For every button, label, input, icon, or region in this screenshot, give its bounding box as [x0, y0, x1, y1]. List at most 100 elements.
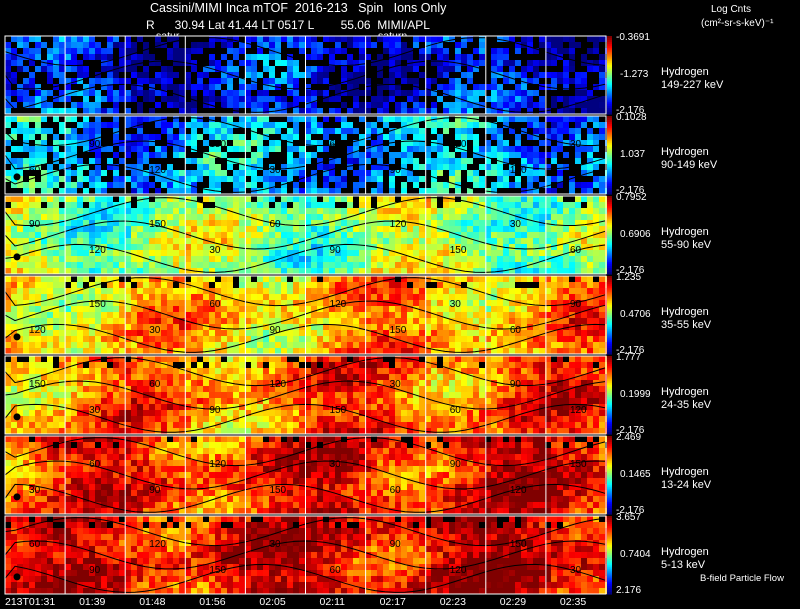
- heatmap-cell: [599, 356, 605, 362]
- heatmap-cell: [197, 208, 203, 214]
- heatmap-cell: [179, 128, 185, 134]
- heatmap-cell: [185, 158, 191, 164]
- heatmap-cell: [65, 244, 71, 250]
- heatmap-cell: [509, 250, 515, 256]
- heatmap-cell: [215, 312, 221, 318]
- heatmap-cell: [233, 196, 239, 202]
- heatmap-cell: [335, 362, 341, 368]
- heatmap-cell: [407, 108, 413, 114]
- heatmap-cell: [299, 48, 305, 54]
- heatmap-cell: [599, 256, 605, 262]
- heatmap-cell: [593, 324, 599, 330]
- heatmap-cell: [521, 312, 527, 318]
- heatmap-cell: [491, 208, 497, 214]
- heatmap-cell: [53, 170, 59, 176]
- heatmap-cell: [389, 232, 395, 238]
- heatmap-cell: [41, 262, 47, 268]
- heatmap-cell: [533, 226, 539, 232]
- heatmap-cell: [533, 214, 539, 220]
- heatmap-cell: [593, 146, 599, 152]
- heatmap-cell: [503, 214, 509, 220]
- heatmap-cell: [443, 116, 449, 122]
- heatmap-cell: [131, 60, 137, 66]
- heatmap-cell: [515, 90, 521, 96]
- heatmap-cell: [89, 324, 95, 330]
- heatmap-cell: [215, 128, 221, 134]
- heatmap-cell: [479, 356, 485, 362]
- heatmap-cell: [107, 244, 113, 250]
- heatmap-cell: [149, 380, 155, 386]
- heatmap-cell: [587, 324, 593, 330]
- heatmap-cell: [569, 108, 575, 114]
- saturn-marker: [13, 253, 21, 261]
- heatmap-cell: [509, 232, 515, 238]
- heatmap-cell: [455, 122, 461, 128]
- heatmap-cell: [125, 90, 131, 96]
- heatmap-cell: [449, 176, 455, 182]
- heatmap-cell: [401, 318, 407, 324]
- heatmap-cell: [365, 288, 371, 294]
- heatmap-cell: [239, 250, 245, 256]
- heatmap-cell: [251, 368, 257, 374]
- heatmap-cell: [239, 90, 245, 96]
- heatmap-cell: [77, 78, 83, 84]
- energy-panel: [4, 35, 612, 115]
- heatmap-cell: [347, 122, 353, 128]
- heatmap-cell: [413, 232, 419, 238]
- heatmap-cell: [59, 122, 65, 128]
- heatmap-cell: [35, 238, 41, 244]
- heatmap-cell: [557, 330, 563, 336]
- heatmap-cell: [461, 356, 467, 362]
- heatmap-cell: [533, 342, 539, 348]
- heatmap-cell: [5, 108, 11, 114]
- heatmap-cell: [137, 196, 143, 202]
- heatmap-cell: [467, 96, 473, 102]
- heatmap-cell: [419, 116, 425, 122]
- heatmap-cell: [161, 232, 167, 238]
- heatmap-cell: [59, 288, 65, 294]
- heatmap-cell: [113, 182, 119, 188]
- heatmap-cell: [107, 78, 113, 84]
- heatmap-cell: [311, 226, 317, 232]
- heatmap-cell: [251, 374, 257, 380]
- heatmap-cell: [485, 306, 491, 312]
- heatmap-cell: [299, 250, 305, 256]
- heatmap-cell: [533, 102, 539, 108]
- heatmap-cell: [17, 214, 23, 220]
- heatmap-cell: [113, 36, 119, 42]
- heatmap-cell: [515, 250, 521, 256]
- heatmap-cell: [149, 78, 155, 84]
- heatmap-cell: [11, 134, 17, 140]
- heatmap-cell: [329, 202, 335, 208]
- heatmap-cell: [557, 208, 563, 214]
- heatmap-cell: [455, 158, 461, 164]
- heatmap-cell: [389, 348, 395, 354]
- heatmap-cell: [305, 336, 311, 342]
- heatmap-cell: [455, 146, 461, 152]
- heatmap-cell: [29, 250, 35, 256]
- heatmap-cell: [389, 324, 395, 330]
- heatmap-cell: [299, 214, 305, 220]
- heatmap-cell: [479, 42, 485, 48]
- heatmap-cell: [377, 282, 383, 288]
- heatmap-cell: [269, 214, 275, 220]
- heatmap-cell: [587, 128, 593, 134]
- heatmap-cell: [467, 102, 473, 108]
- heatmap-cell: [413, 122, 419, 128]
- heatmap-cell: [317, 78, 323, 84]
- colorbar-segment: [607, 37, 612, 41]
- heatmap-cell: [143, 380, 149, 386]
- heatmap-cell: [599, 250, 605, 256]
- heatmap-cell: [137, 282, 143, 288]
- heatmap-cell: [281, 232, 287, 238]
- heatmap-cell: [41, 96, 47, 102]
- heatmap-cell: [545, 342, 551, 348]
- heatmap-cell: [545, 182, 551, 188]
- heatmap-cell: [35, 102, 41, 108]
- heatmap-cell: [377, 60, 383, 66]
- heatmap-cell: [227, 78, 233, 84]
- heatmap-cell: [203, 368, 209, 374]
- heatmap-cell: [269, 306, 275, 312]
- heatmap-cell: [473, 226, 479, 232]
- heatmap-cell: [509, 276, 515, 282]
